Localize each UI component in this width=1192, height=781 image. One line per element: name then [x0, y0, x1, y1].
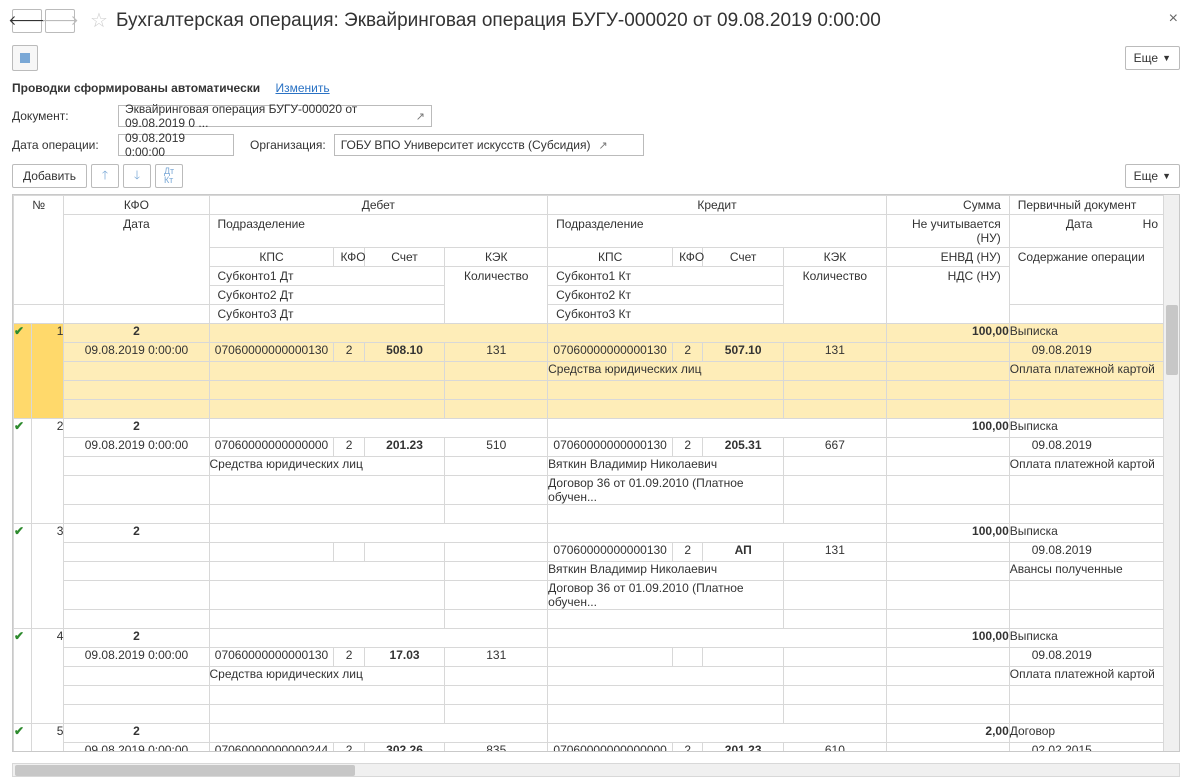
table-row[interactable]: ✔12100,00Выписка — [14, 324, 1169, 343]
postings-table[interactable]: № КФО Дебет Кредит Сумма Первичный докум… — [12, 194, 1180, 752]
table-header: № КФО Дебет Кредит Сумма Первичный докум… — [14, 196, 1169, 324]
check-icon: ✔ — [14, 724, 24, 738]
move-up-button[interactable]: 🡑 — [91, 164, 119, 188]
table-row[interactable]: ✔22100,00Выписка — [14, 419, 1169, 438]
org-input[interactable]: ГОБУ ВПО Университет искусств (Субсидия)… — [334, 134, 644, 156]
nav-fwd-button[interactable]: 🡒 — [45, 9, 75, 33]
document-value: Эквайринговая операция БУГУ-000020 от 09… — [125, 102, 408, 130]
nav-back-button[interactable]: 🡐 — [12, 9, 42, 33]
check-icon: ✔ — [14, 629, 24, 643]
check-icon: ✔ — [14, 419, 24, 433]
check-icon: ✔ — [14, 524, 24, 538]
op-date-label: Дата операции: — [12, 138, 110, 152]
table-row[interactable]: ✔32100,00Выписка — [14, 524, 1169, 543]
op-date-input[interactable]: 09.08.2019 0:00:00 — [118, 134, 234, 156]
more-actions-button[interactable]: Еще▼ — [1125, 46, 1180, 70]
table-row[interactable]: ✔522,00Договор — [14, 724, 1169, 743]
change-link[interactable]: Изменить — [275, 81, 329, 95]
close-icon[interactable]: × — [1169, 10, 1178, 28]
more-label: Еще — [1134, 51, 1158, 65]
org-label: Организация: — [250, 138, 326, 152]
table-row[interactable]: ✔42100,00Выписка — [14, 629, 1169, 648]
vertical-scrollbar[interactable] — [1163, 195, 1179, 751]
add-row-button[interactable]: Добавить — [12, 164, 87, 188]
document-input[interactable]: Эквайринговая операция БУГУ-000020 от 09… — [118, 105, 432, 127]
table-more-label: Еще — [1134, 169, 1158, 183]
post-document-button[interactable] — [12, 45, 38, 71]
favorite-star-icon[interactable]: ☆ — [90, 8, 108, 33]
op-date-value: 09.08.2019 0:00:00 — [125, 131, 227, 159]
auto-postings-label: Проводки сформированы автоматически — [12, 81, 260, 95]
document-label: Документ: — [12, 109, 110, 123]
open-org-icon[interactable]: ↗ — [599, 139, 608, 152]
org-value: ГОБУ ВПО Университет искусств (Субсидия) — [341, 138, 591, 152]
table-more-button[interactable]: Еще▼ — [1125, 164, 1180, 188]
check-icon: ✔ — [14, 324, 24, 338]
move-down-button[interactable]: 🡓 — [123, 164, 151, 188]
horizontal-scrollbar[interactable] — [12, 763, 1180, 777]
open-document-icon[interactable]: ↗ — [416, 110, 425, 123]
window-title: Бухгалтерская операция: Эквайринговая оп… — [116, 10, 881, 32]
dtkt-button[interactable]: ДтКт — [155, 164, 183, 188]
